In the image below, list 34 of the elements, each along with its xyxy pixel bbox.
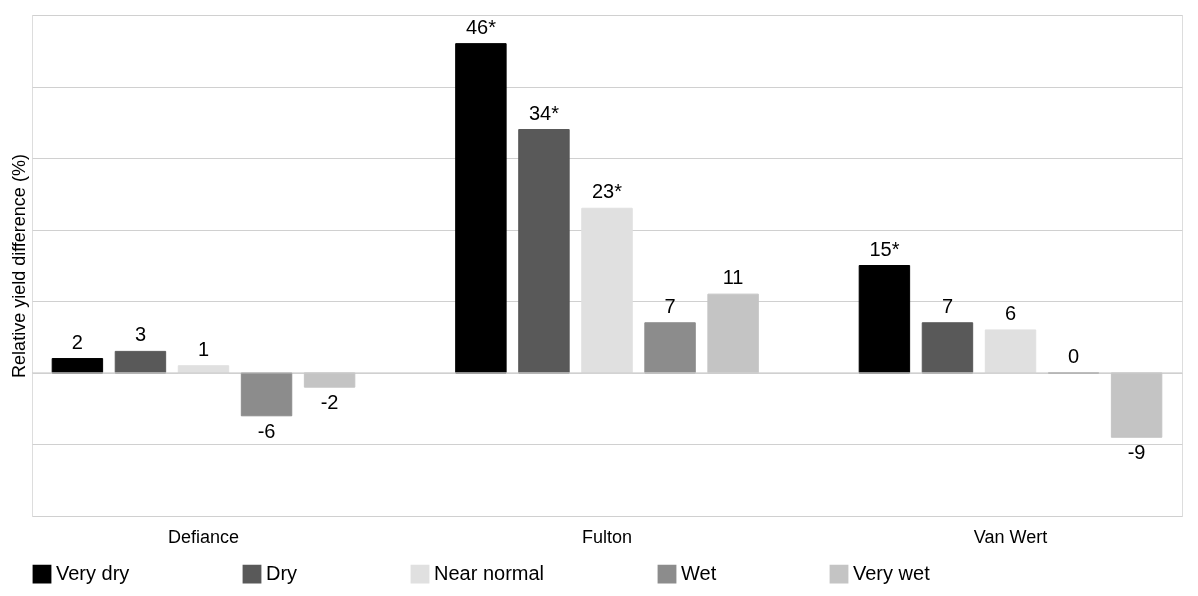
legend-label: Very dry [56,562,130,585]
data-label: -6 [257,419,276,442]
data-label: 7 [664,294,676,317]
legend-label: Near normal [434,562,545,585]
data-label: 7 [941,294,954,317]
data-label: 1 [197,337,210,360]
data-label: 23* [591,180,623,203]
data-label: 6 [1004,301,1017,324]
bar [518,129,570,374]
data-label: 46* [465,15,497,38]
bar [114,350,167,374]
bar [51,358,104,374]
x-tick-label: Defiance [167,526,240,547]
data-label: 11 [722,266,744,289]
bar [581,207,633,374]
legend-label: Dry [266,562,298,585]
x-tick-label: Fulton [581,526,633,547]
data-label: 34* [528,101,560,124]
bar [455,43,507,374]
x-tick-label: Van Wert [973,526,1048,547]
data-label: 0 [1067,344,1080,367]
bar [858,265,911,374]
data-label: 15* [869,237,900,260]
data-label: 3 [134,323,147,346]
data-label: 2 [71,330,83,353]
legend-label: Very wet [853,562,931,585]
bar [644,322,696,374]
bar [921,322,974,374]
legend-label: Wet [681,562,717,585]
data-label: -9 [1127,441,1146,464]
data-label: -2 [320,391,339,414]
bar [240,372,293,417]
y-axis-title: Relative yield difference (%) [8,154,29,378]
bar [984,329,1037,374]
